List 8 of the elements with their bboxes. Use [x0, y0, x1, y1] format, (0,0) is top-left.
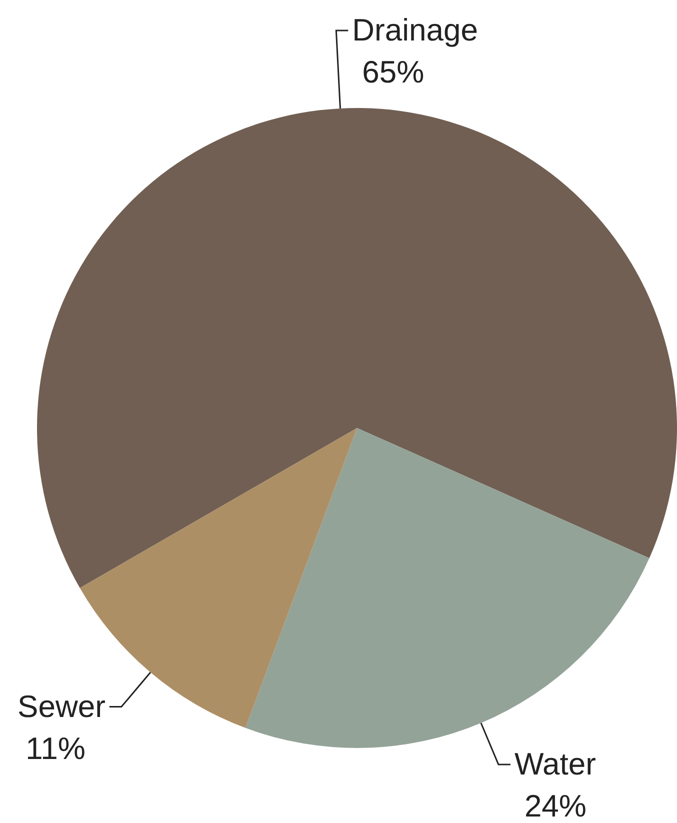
slice-label: Sewer — [18, 688, 106, 724]
slice-label: Drainage — [352, 12, 478, 48]
pie-slice — [245, 428, 650, 748]
data-label: 11% — [26, 730, 86, 766]
slice-label: Water — [514, 746, 596, 782]
pie-slice — [37, 108, 677, 588]
data-label: 65% — [362, 54, 424, 90]
data-label: 24% — [524, 788, 586, 823]
